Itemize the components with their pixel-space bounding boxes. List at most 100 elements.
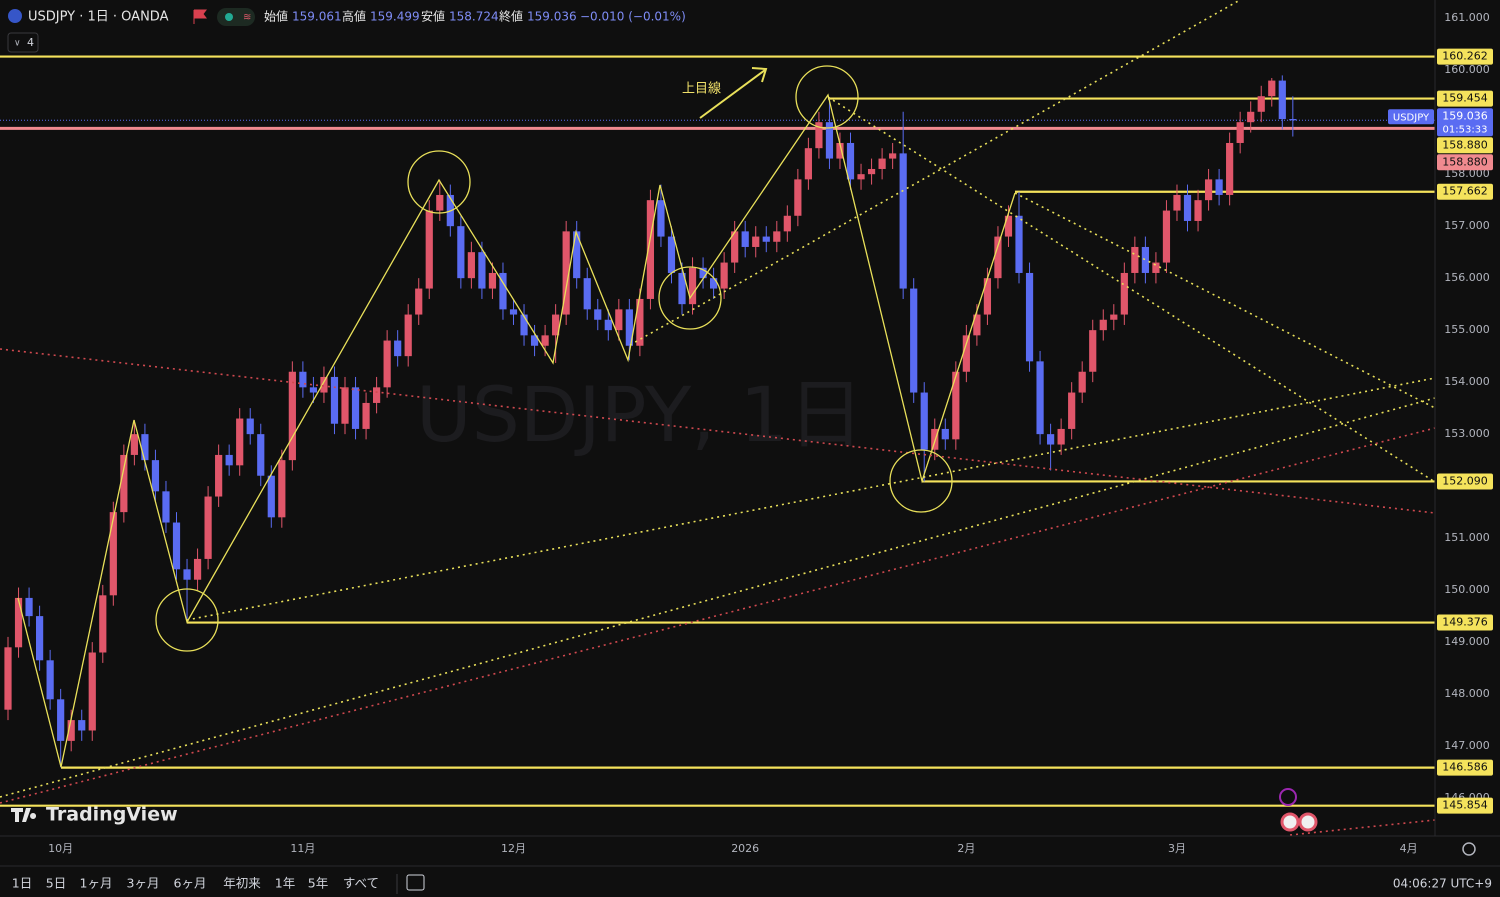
price-tags: 160.262 159.454 159.036 01:53:33 USDJPY 158.8… bbox=[1388, 48, 1493, 814]
candle-body bbox=[362, 402, 370, 429]
candle-body bbox=[1215, 179, 1223, 195]
candle-body bbox=[151, 460, 160, 492]
symbol[interactable]: USDJPY · 1日 · OANDA bbox=[28, 10, 169, 25]
candle-body bbox=[562, 231, 570, 315]
candle-body bbox=[804, 148, 812, 180]
candle-body bbox=[457, 226, 465, 279]
drawings bbox=[0, 0, 1436, 836]
timeframe-button[interactable]: 5年 bbox=[308, 876, 328, 891]
timeframe-button[interactable]: 5日 bbox=[46, 876, 66, 891]
candle-body bbox=[657, 200, 665, 237]
price-tag-label: 159.454 bbox=[1442, 92, 1488, 105]
candle-body bbox=[1078, 371, 1086, 393]
trendline bbox=[1014, 192, 1436, 409]
event-icon[interactable] bbox=[1279, 788, 1297, 806]
x-tick-label: 11月 bbox=[290, 842, 315, 855]
y-tick-label: 148.000 bbox=[1444, 687, 1490, 700]
candle-body bbox=[1015, 215, 1023, 273]
price-tag bbox=[1437, 90, 1493, 107]
timeframe-button[interactable]: 年初来 bbox=[223, 876, 261, 891]
candle-body bbox=[678, 272, 686, 305]
circle bbox=[658, 266, 722, 330]
flag-icon[interactable] bbox=[193, 9, 207, 24]
trendline bbox=[0, 348, 1436, 514]
timeframe-button[interactable]: 1日 bbox=[12, 876, 32, 891]
event-icon[interactable] bbox=[1280, 812, 1300, 832]
candle-body bbox=[436, 194, 444, 211]
price-tag-label: 158.880 bbox=[1442, 138, 1488, 151]
status-icon: ≋ bbox=[243, 12, 251, 23]
ohlc-label: 高値 bbox=[342, 9, 366, 24]
candle-body bbox=[910, 288, 918, 393]
price-tag-label: 160.262 bbox=[1442, 50, 1488, 63]
price-tag-label: 145.854 bbox=[1442, 799, 1488, 812]
timeframe-button[interactable]: すべて bbox=[343, 876, 379, 891]
y-tick-label: 154.000 bbox=[1444, 375, 1490, 388]
candle-body bbox=[215, 454, 223, 497]
trendline bbox=[186, 377, 1436, 621]
candle-body bbox=[1057, 428, 1065, 445]
indicator-toggle[interactable] bbox=[7, 32, 39, 53]
chevron: ∨ bbox=[14, 39, 21, 49]
candle-body bbox=[383, 340, 391, 388]
price-tag bbox=[1437, 614, 1493, 631]
y-tick-label: 157.000 bbox=[1444, 219, 1490, 232]
trendlines bbox=[0, 0, 1436, 798]
candle-body bbox=[172, 522, 181, 570]
candle-body bbox=[1173, 194, 1181, 211]
candle-body bbox=[1226, 142, 1234, 195]
timeframe-button[interactable]: 1年 bbox=[275, 876, 295, 891]
y-tick-label: 158.000 bbox=[1444, 167, 1490, 180]
status-dot bbox=[225, 13, 233, 21]
timeframe-button[interactable]: 3ヶ月 bbox=[127, 876, 160, 891]
trendline bbox=[0, 397, 1436, 798]
candle-body bbox=[952, 371, 960, 440]
arrow-head bbox=[751, 67, 768, 83]
y-tick-label: 151.000 bbox=[1444, 531, 1490, 544]
x-tick-label: 12月 bbox=[501, 842, 526, 855]
candle-body bbox=[236, 418, 244, 466]
candle-body bbox=[373, 387, 381, 403]
candle-body bbox=[846, 142, 855, 180]
candle-body bbox=[183, 569, 191, 580]
price-tag bbox=[1437, 473, 1493, 490]
timeframe-button[interactable]: 6ヶ月 bbox=[174, 876, 207, 891]
candle-body bbox=[394, 340, 402, 357]
candle-body bbox=[278, 460, 286, 518]
candle-body bbox=[530, 335, 539, 346]
candle-body bbox=[794, 179, 802, 216]
date-range-icon[interactable] bbox=[406, 874, 425, 891]
settings-icon[interactable] bbox=[1462, 842, 1476, 856]
candle-body bbox=[688, 267, 697, 305]
ohlc-value: 159.036 bbox=[527, 10, 577, 24]
candle-body bbox=[267, 475, 275, 518]
timeframes: 1日 5日 1ヶ月 3ヶ月 6ヶ月 年初来 1年 5年 すべて bbox=[12, 876, 379, 891]
candle-body bbox=[1110, 314, 1118, 320]
timeframe-button[interactable]: 1ヶ月 bbox=[80, 876, 113, 891]
candle-body bbox=[341, 387, 349, 424]
candle-body bbox=[731, 231, 739, 263]
candle-body bbox=[1194, 200, 1202, 221]
candle-body bbox=[720, 262, 728, 289]
candle-body bbox=[1268, 80, 1276, 97]
y-tick-label: 161.000 bbox=[1444, 11, 1490, 24]
candle-body bbox=[899, 153, 907, 289]
trendline bbox=[1289, 819, 1436, 836]
candle-body bbox=[35, 616, 44, 661]
candle-body bbox=[646, 200, 655, 299]
status-pill[interactable] bbox=[217, 8, 255, 26]
candle-body bbox=[867, 168, 876, 175]
ohlc-legend: 始値 159.061 高値 159.499 安値 158.724 終値 159.036 −0.0… bbox=[264, 9, 686, 24]
x-tick-label: 3月 bbox=[1168, 842, 1186, 855]
price-tag bbox=[1437, 797, 1493, 814]
candle-body bbox=[67, 720, 75, 741]
price-tag-label: 159.036 bbox=[1442, 109, 1488, 122]
candle-body bbox=[351, 387, 360, 429]
candle-body bbox=[1068, 392, 1076, 429]
event-icon[interactable] bbox=[1298, 812, 1318, 832]
price-tag bbox=[1437, 183, 1493, 200]
clock[interactable]: 04:06:27 UTC+9 bbox=[1393, 877, 1492, 891]
price-tag-label: 146.586 bbox=[1442, 761, 1488, 774]
